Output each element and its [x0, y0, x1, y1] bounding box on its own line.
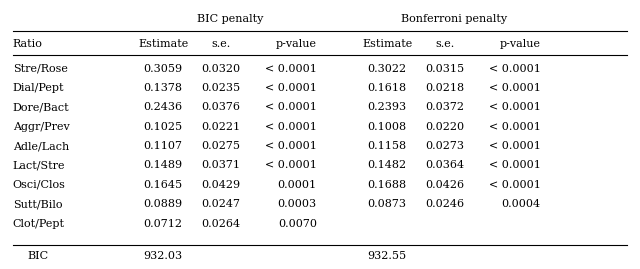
- Text: 0.3059: 0.3059: [143, 63, 183, 74]
- Text: Lact/Stre: Lact/Stre: [13, 160, 65, 171]
- Text: 932.55: 932.55: [367, 251, 407, 261]
- Text: Bonferroni penalty: Bonferroni penalty: [401, 14, 508, 24]
- Text: 0.0320: 0.0320: [201, 63, 241, 74]
- Text: p-value: p-value: [500, 39, 541, 49]
- Text: 0.0275: 0.0275: [202, 141, 240, 151]
- Text: 0.0712: 0.0712: [144, 218, 182, 229]
- Text: < 0.0001: < 0.0001: [265, 102, 317, 112]
- Text: 0.1025: 0.1025: [143, 122, 183, 132]
- Text: 0.0264: 0.0264: [201, 218, 241, 229]
- Text: < 0.0001: < 0.0001: [489, 180, 541, 190]
- Text: 0.0220: 0.0220: [425, 122, 465, 132]
- Text: s.e.: s.e.: [211, 39, 230, 49]
- Text: 0.0426: 0.0426: [425, 180, 465, 190]
- Text: 0.0273: 0.0273: [426, 141, 464, 151]
- Text: < 0.0001: < 0.0001: [489, 102, 541, 112]
- Text: < 0.0001: < 0.0001: [489, 83, 541, 93]
- Text: 0.0218: 0.0218: [425, 83, 465, 93]
- Text: < 0.0001: < 0.0001: [489, 63, 541, 74]
- Text: Stre/Rose: Stre/Rose: [13, 63, 68, 74]
- Text: 0.0376: 0.0376: [202, 102, 240, 112]
- Text: Osci/Clos: Osci/Clos: [13, 180, 66, 190]
- Text: Estimate: Estimate: [138, 39, 188, 49]
- Text: 0.0429: 0.0429: [201, 180, 241, 190]
- Text: 0.1158: 0.1158: [367, 141, 407, 151]
- Text: BIC penalty: BIC penalty: [197, 14, 264, 24]
- Text: Estimate: Estimate: [362, 39, 412, 49]
- Text: 0.0315: 0.0315: [425, 63, 465, 74]
- Text: 0.0235: 0.0235: [201, 83, 241, 93]
- Text: 932.03: 932.03: [143, 251, 183, 261]
- Text: Dore/Bact: Dore/Bact: [13, 102, 69, 112]
- Text: 0.0371: 0.0371: [202, 160, 240, 171]
- Text: 0.1378: 0.1378: [144, 83, 182, 93]
- Text: 0.3022: 0.3022: [367, 63, 407, 74]
- Text: < 0.0001: < 0.0001: [265, 160, 317, 171]
- Text: Clot/Pept: Clot/Pept: [13, 218, 65, 229]
- Text: < 0.0001: < 0.0001: [489, 160, 541, 171]
- Text: 0.0246: 0.0246: [425, 199, 465, 209]
- Text: 0.0221: 0.0221: [201, 122, 241, 132]
- Text: 0.0070: 0.0070: [278, 218, 317, 229]
- Text: 0.1618: 0.1618: [367, 83, 407, 93]
- Text: 0.1688: 0.1688: [367, 180, 407, 190]
- Text: 0.0873: 0.0873: [368, 199, 406, 209]
- Text: < 0.0001: < 0.0001: [489, 141, 541, 151]
- Text: 0.0001: 0.0001: [278, 180, 317, 190]
- Text: 0.1008: 0.1008: [367, 122, 407, 132]
- Text: < 0.0001: < 0.0001: [265, 63, 317, 74]
- Text: 0.2393: 0.2393: [367, 102, 407, 112]
- Text: 0.0889: 0.0889: [143, 199, 183, 209]
- Text: Ratio: Ratio: [13, 39, 43, 49]
- Text: 0.1489: 0.1489: [143, 160, 183, 171]
- Text: BIC: BIC: [28, 251, 49, 261]
- Text: 0.2436: 0.2436: [143, 102, 183, 112]
- Text: 0.0364: 0.0364: [425, 160, 465, 171]
- Text: Adle/Lach: Adle/Lach: [13, 141, 69, 151]
- Text: p-value: p-value: [276, 39, 317, 49]
- Text: 0.0247: 0.0247: [202, 199, 240, 209]
- Text: 0.0372: 0.0372: [426, 102, 464, 112]
- Text: 0.1482: 0.1482: [367, 160, 407, 171]
- Text: 0.0004: 0.0004: [502, 199, 541, 209]
- Text: Aggr/Prev: Aggr/Prev: [13, 122, 70, 132]
- Text: < 0.0001: < 0.0001: [265, 83, 317, 93]
- Text: Sutt/Bilo: Sutt/Bilo: [13, 199, 62, 209]
- Text: 0.1107: 0.1107: [144, 141, 182, 151]
- Text: < 0.0001: < 0.0001: [489, 122, 541, 132]
- Text: s.e.: s.e.: [435, 39, 454, 49]
- Text: 0.1645: 0.1645: [143, 180, 183, 190]
- Text: < 0.0001: < 0.0001: [265, 141, 317, 151]
- Text: 0.0003: 0.0003: [278, 199, 317, 209]
- Text: < 0.0001: < 0.0001: [265, 122, 317, 132]
- Text: Dial/Pept: Dial/Pept: [13, 83, 64, 93]
